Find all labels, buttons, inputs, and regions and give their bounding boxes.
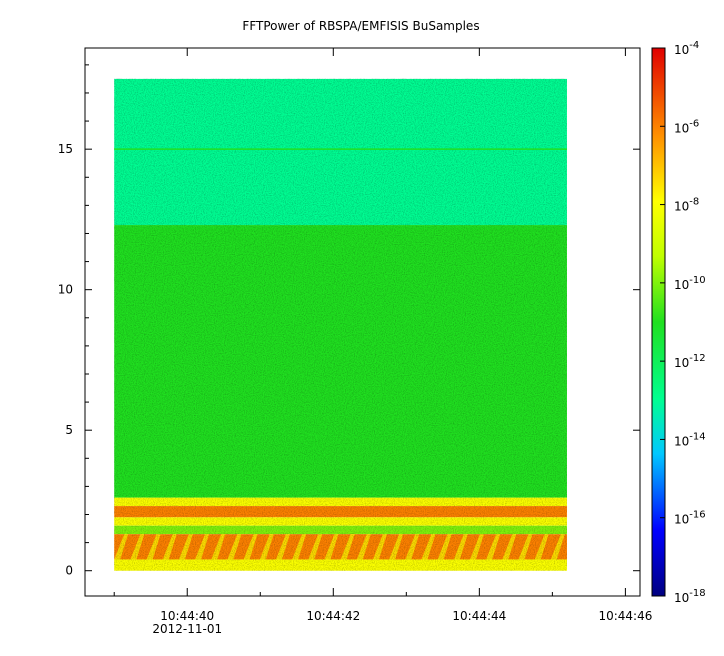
x-tick-label-2: 10:44:44 [452, 609, 506, 623]
y-tick-label-3: 15 [58, 142, 73, 156]
colorbar-tick-label-4: 10-12 [674, 353, 706, 370]
y-tick-label-0: 0 [65, 564, 73, 578]
x-tick-sublabel-0: 2012-11-01 [152, 622, 222, 636]
x-tick-label-0: 10:44:40 [160, 609, 214, 623]
plot-area [114, 78, 567, 571]
noise-texture [114, 78, 567, 571]
plot-frame [84, 47, 641, 597]
x-tick-label-3: 10:44:46 [598, 609, 652, 623]
colorbar-tick-label-0: 10-4 [674, 40, 699, 57]
colorbar-tick-label-5: 10-14 [674, 431, 706, 448]
colorbar-tick-label-7: 10-18 [674, 588, 706, 605]
colorbar-ticks: 10-4 10-6 10-8 10-10 10-12 10-14 10-16 10-18 [660, 40, 706, 605]
colorbar-gradient [651, 47, 666, 597]
x-tick-label-1: 10:44:42 [306, 609, 360, 623]
chart-title: FFTPower of RBSPA/EMFISIS BuSamples [242, 19, 479, 33]
y-tick-label-2: 10 [58, 283, 73, 297]
colorbar-tick-label-1: 10-6 [674, 118, 699, 135]
colorbar-tick-label-6: 10-16 [674, 510, 706, 527]
y-axis: 0 5 10 15 [58, 64, 640, 578]
colorbar-tick-label-2: 10-8 [674, 197, 699, 214]
colorbar-tick-label-3: 10-10 [674, 275, 706, 292]
colorbar: 10-4 10-6 10-8 10-10 10-12 10-14 10-16 10-18 [651, 40, 706, 605]
y-tick-label-1: 5 [65, 423, 73, 437]
